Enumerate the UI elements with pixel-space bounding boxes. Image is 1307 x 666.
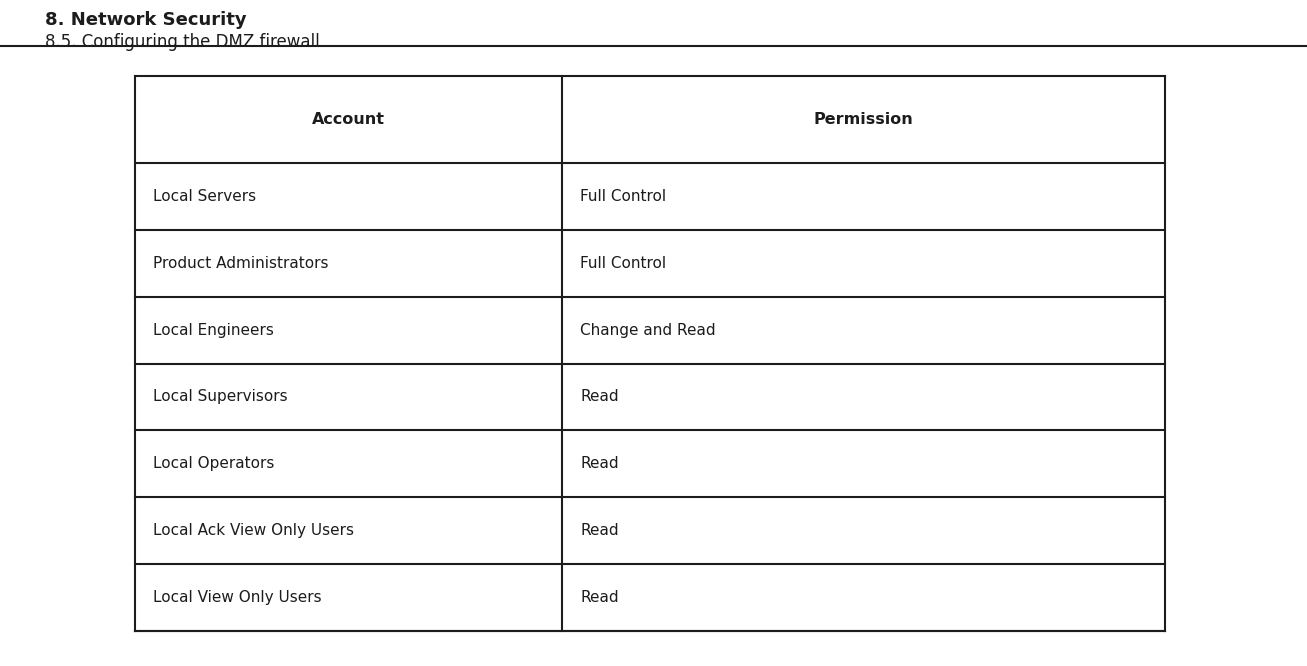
Text: Product Administrators: Product Administrators bbox=[153, 256, 328, 270]
Text: 8. Network Security: 8. Network Security bbox=[44, 11, 247, 29]
Text: Local Servers: Local Servers bbox=[153, 189, 256, 204]
Text: Local View Only Users: Local View Only Users bbox=[153, 590, 322, 605]
Text: Local Ack View Only Users: Local Ack View Only Users bbox=[153, 523, 354, 538]
Text: Permission: Permission bbox=[814, 112, 914, 127]
Text: Full Control: Full Control bbox=[580, 189, 667, 204]
Text: Change and Read: Change and Read bbox=[580, 322, 716, 338]
Text: 8.5. Configuring the DMZ firewall: 8.5. Configuring the DMZ firewall bbox=[44, 33, 320, 51]
Text: Local Operators: Local Operators bbox=[153, 456, 274, 472]
Text: Read: Read bbox=[580, 390, 620, 404]
Text: Read: Read bbox=[580, 523, 620, 538]
Text: Full Control: Full Control bbox=[580, 256, 667, 270]
Text: Read: Read bbox=[580, 590, 620, 605]
Text: Read: Read bbox=[580, 456, 620, 472]
Text: Local Engineers: Local Engineers bbox=[153, 322, 274, 338]
Text: Local Supervisors: Local Supervisors bbox=[153, 390, 288, 404]
Text: Account: Account bbox=[312, 112, 386, 127]
